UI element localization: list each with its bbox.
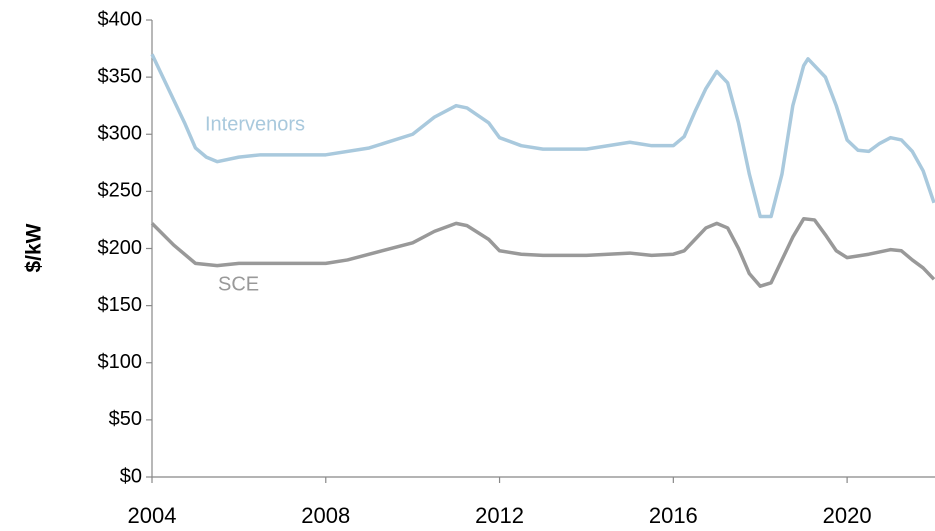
series-line [150,53,935,219]
y-tick-label: $300 [98,123,143,145]
y-tick-label: $200 [98,237,143,259]
x-tick-label: 2016 [649,503,698,528]
x-tick-label: 2004 [128,503,177,528]
y-tick-label: $100 [98,351,143,373]
x-tick-label: 2012 [475,503,524,528]
y-tick-label: $400 [98,8,143,30]
x-tick-label: 2020 [823,503,872,528]
x-tick-label: 2008 [301,503,350,528]
y-tick-label: $350 [98,65,143,87]
y-axis-label: $/kW [23,223,46,272]
y-tick-label: $0 [120,465,142,487]
series-label: Intervenors [205,113,305,135]
y-tick-label: $150 [98,294,143,316]
series-label: SCE [218,273,259,295]
y-tick-label: $50 [109,408,142,430]
y-tick-label: $250 [98,180,143,202]
series-line [150,217,935,288]
